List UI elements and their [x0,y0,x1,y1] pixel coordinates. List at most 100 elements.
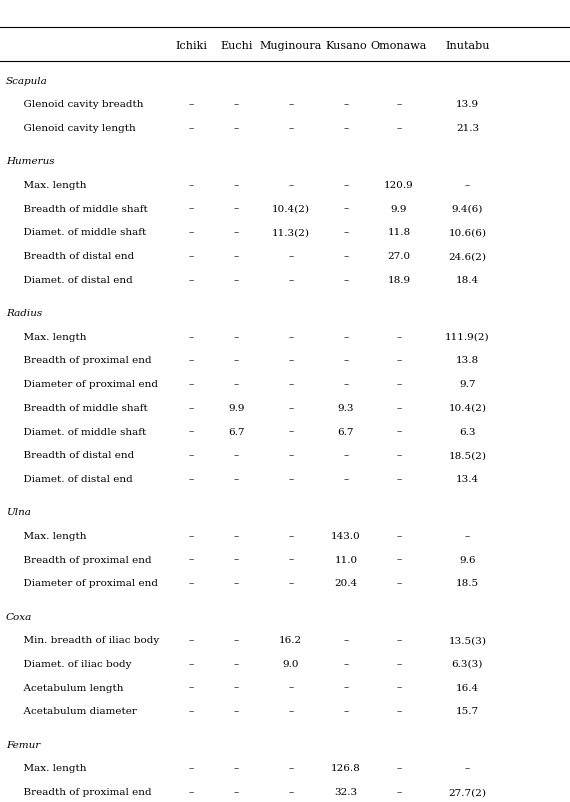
Text: –: – [343,707,349,715]
Text: 20.4: 20.4 [335,578,357,588]
Text: 27.7(2): 27.7(2) [449,787,486,796]
Text: –: – [188,787,194,796]
Text: Breadth of middle shaft: Breadth of middle shaft [17,403,148,412]
Text: 9.9: 9.9 [229,403,245,412]
Text: 21.3: 21.3 [456,124,479,133]
Text: –: – [188,100,194,109]
Text: –: – [396,635,402,645]
Text: 18.5: 18.5 [456,578,479,588]
Text: –: – [188,356,194,365]
Text: 13.5(3): 13.5(3) [449,635,486,645]
Text: –: – [396,683,402,692]
Text: –: – [188,180,194,190]
Text: 32.3: 32.3 [335,787,357,796]
Text: Breadth of middle shaft: Breadth of middle shaft [17,205,148,213]
Text: –: – [343,124,349,133]
Text: –: – [288,100,294,109]
Text: –: – [288,275,294,285]
Text: –: – [288,403,294,412]
Text: 11.0: 11.0 [335,555,357,564]
Text: –: – [288,555,294,564]
Text: –: – [343,474,349,484]
Text: Diamet. of distal end: Diamet. of distal end [17,275,133,285]
Text: 18.4: 18.4 [456,275,479,285]
Text: –: – [234,451,239,460]
Text: 27.0: 27.0 [388,252,410,261]
Text: Diamet. of middle shaft: Diamet. of middle shaft [17,228,146,237]
Text: –: – [288,427,294,436]
Text: –: – [343,379,349,389]
Text: Diamet. of middle shaft: Diamet. of middle shaft [17,427,146,436]
Text: –: – [288,451,294,460]
Text: –: – [188,252,194,261]
Text: –: – [396,578,402,588]
Text: –: – [396,379,402,389]
Text: –: – [288,764,294,772]
Text: –: – [396,332,402,342]
Text: –: – [234,787,239,796]
Text: –: – [188,403,194,412]
Text: –: – [234,100,239,109]
Text: Diameter of proximal end: Diameter of proximal end [17,578,158,588]
Text: –: – [234,228,239,237]
Text: –: – [396,100,402,109]
Text: 11.8: 11.8 [388,228,410,237]
Text: –: – [234,764,239,772]
Text: Radius: Radius [6,309,42,318]
Text: –: – [343,451,349,460]
Text: Omonawa: Omonawa [371,41,427,51]
Text: –: – [234,356,239,365]
Text: Humerus: Humerus [6,157,54,166]
Text: Acetabulum length: Acetabulum length [17,683,124,692]
Text: 16.2: 16.2 [279,635,302,645]
Text: –: – [234,124,239,133]
Text: 9.4(6): 9.4(6) [451,205,483,213]
Text: –: – [288,474,294,484]
Text: Max. length: Max. length [17,531,87,541]
Text: –: – [396,531,402,541]
Text: 9.3: 9.3 [338,403,354,412]
Text: –: – [343,205,349,213]
Text: –: – [288,578,294,588]
Text: –: – [188,451,194,460]
Text: –: – [396,474,402,484]
Text: –: – [188,707,194,715]
Text: –: – [396,659,402,668]
Text: –: – [343,659,349,668]
Text: –: – [288,332,294,342]
Text: Muginoura: Muginoura [259,41,322,51]
Text: –: – [288,683,294,692]
Text: –: – [343,180,349,190]
Text: –: – [188,555,194,564]
Text: –: – [288,124,294,133]
Text: –: – [234,275,239,285]
Text: 143.0: 143.0 [331,531,361,541]
Text: –: – [288,356,294,365]
Text: 18.9: 18.9 [388,275,410,285]
Text: –: – [396,787,402,796]
Text: 24.6(2): 24.6(2) [449,252,486,261]
Text: Ulna: Ulna [6,508,31,516]
Text: –: – [343,252,349,261]
Text: 9.9: 9.9 [391,205,407,213]
Text: 11.3(2): 11.3(2) [272,228,310,237]
Text: 9.0: 9.0 [283,659,299,668]
Text: –: – [396,356,402,365]
Text: –: – [188,379,194,389]
Text: Glenoid cavity breadth: Glenoid cavity breadth [17,100,144,109]
Text: 6.7: 6.7 [229,427,245,436]
Text: –: – [234,332,239,342]
Text: –: – [288,180,294,190]
Text: Min. breadth of iliac body: Min. breadth of iliac body [17,635,160,645]
Text: Diameter of proximal end: Diameter of proximal end [17,379,158,389]
Text: –: – [288,531,294,541]
Text: 120.9: 120.9 [384,180,414,190]
Text: –: – [234,205,239,213]
Text: Coxa: Coxa [6,612,32,621]
Text: 6.3(3): 6.3(3) [451,659,483,668]
Text: –: – [343,275,349,285]
Text: 18.5(2): 18.5(2) [449,451,486,460]
Text: –: – [188,124,194,133]
Text: 13.8: 13.8 [456,356,479,365]
Text: 111.9(2): 111.9(2) [445,332,490,342]
